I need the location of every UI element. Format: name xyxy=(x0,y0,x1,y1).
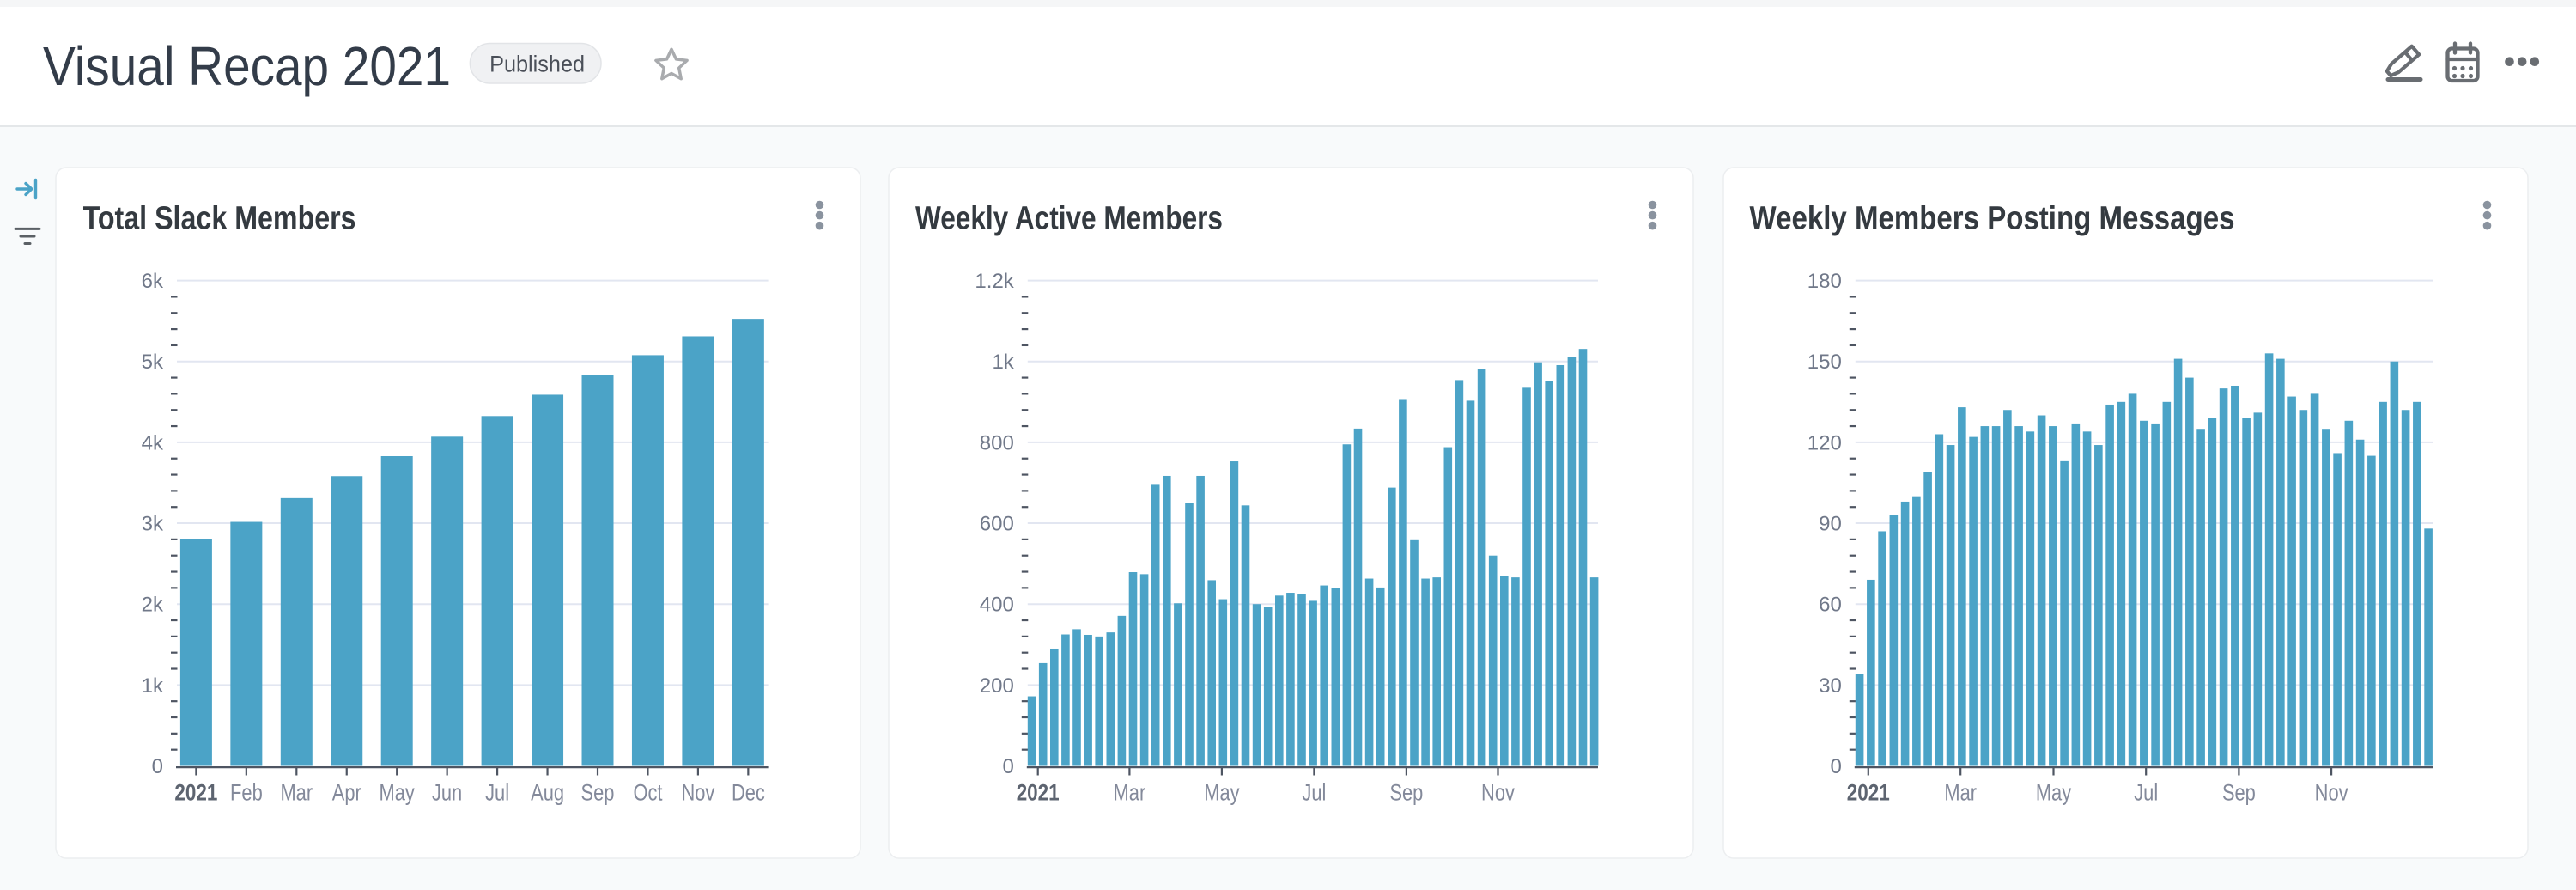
svg-text:Jul: Jul xyxy=(485,780,509,806)
svg-text:Apr: Apr xyxy=(332,780,361,806)
svg-text:180: 180 xyxy=(1807,270,1842,293)
svg-text:2k: 2k xyxy=(142,594,164,617)
svg-text:60: 60 xyxy=(1819,594,1842,617)
svg-text:Published: Published xyxy=(489,52,585,77)
svg-text:Sep: Sep xyxy=(1389,780,1423,806)
svg-text:5k: 5k xyxy=(142,351,164,374)
svg-text:Jul: Jul xyxy=(1302,780,1326,806)
svg-text:Total Slack Members: Total Slack Members xyxy=(83,201,356,237)
svg-text:Visual Recap 2021: Visual Recap 2021 xyxy=(43,35,451,97)
svg-text:Nov: Nov xyxy=(2315,780,2348,806)
svg-text:Mar: Mar xyxy=(1944,780,1977,806)
svg-text:90: 90 xyxy=(1819,513,1842,536)
svg-text:Dec: Dec xyxy=(732,780,765,806)
svg-text:0: 0 xyxy=(1002,755,1013,778)
svg-text:2021: 2021 xyxy=(1017,780,1060,806)
svg-text:600: 600 xyxy=(980,513,1014,536)
svg-text:Aug: Aug xyxy=(531,780,564,806)
svg-text:Sep: Sep xyxy=(2222,780,2256,806)
svg-text:Feb: Feb xyxy=(230,780,263,806)
svg-text:May: May xyxy=(380,780,416,806)
svg-text:2021: 2021 xyxy=(1847,780,1890,806)
svg-text:0: 0 xyxy=(152,755,163,778)
svg-text:400: 400 xyxy=(980,594,1014,617)
svg-text:6k: 6k xyxy=(142,270,164,293)
svg-text:May: May xyxy=(1204,780,1240,806)
svg-text:Nov: Nov xyxy=(681,780,714,806)
svg-text:1.2k: 1.2k xyxy=(975,270,1014,293)
svg-text:May: May xyxy=(2036,780,2072,806)
svg-text:30: 30 xyxy=(1819,674,1842,698)
svg-text:Jul: Jul xyxy=(2134,780,2158,806)
svg-text:Weekly Members Posting Message: Weekly Members Posting Messages xyxy=(1750,201,2235,237)
svg-text:800: 800 xyxy=(980,431,1014,454)
svg-text:1k: 1k xyxy=(992,351,1014,374)
svg-text:2021: 2021 xyxy=(174,780,217,806)
svg-text:Mar: Mar xyxy=(280,780,313,806)
svg-text:4k: 4k xyxy=(142,431,164,454)
svg-text:0: 0 xyxy=(1830,755,1841,778)
svg-text:Sep: Sep xyxy=(581,780,615,806)
svg-text:1k: 1k xyxy=(142,674,164,698)
svg-text:Mar: Mar xyxy=(1114,780,1146,806)
svg-text:Jun: Jun xyxy=(432,780,462,806)
svg-text:Oct: Oct xyxy=(634,780,663,806)
svg-text:Nov: Nov xyxy=(1481,780,1515,806)
svg-text:120: 120 xyxy=(1807,431,1842,454)
svg-text:150: 150 xyxy=(1807,351,1842,374)
svg-text:200: 200 xyxy=(980,674,1014,698)
svg-text:3k: 3k xyxy=(142,513,164,536)
svg-text:Weekly Active Members: Weekly Active Members xyxy=(915,201,1223,237)
